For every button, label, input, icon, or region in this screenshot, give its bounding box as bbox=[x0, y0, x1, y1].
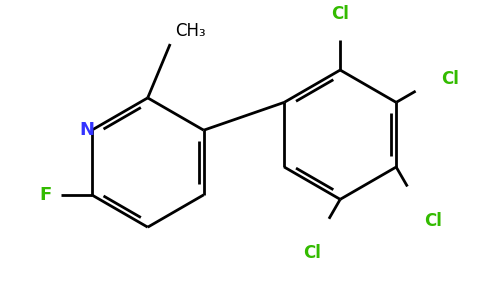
Text: Cl: Cl bbox=[424, 212, 442, 230]
Text: Cl: Cl bbox=[331, 5, 349, 23]
Text: N: N bbox=[80, 121, 95, 139]
Text: Cl: Cl bbox=[303, 244, 321, 262]
Text: Cl: Cl bbox=[441, 70, 459, 88]
Text: F: F bbox=[39, 186, 51, 204]
Text: CH₃: CH₃ bbox=[175, 22, 205, 40]
